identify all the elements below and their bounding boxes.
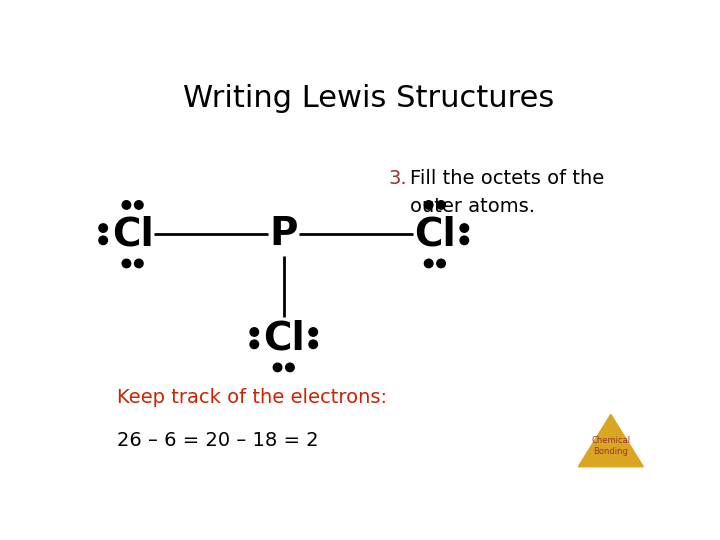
Circle shape [122, 201, 131, 209]
Circle shape [309, 328, 318, 336]
Text: Keep track of the electrons:: Keep track of the electrons: [117, 388, 387, 407]
Text: 26 – 6 = 20 – 18 = 2: 26 – 6 = 20 – 18 = 2 [117, 430, 319, 449]
Circle shape [424, 201, 433, 209]
Circle shape [286, 363, 294, 372]
Text: Cl: Cl [414, 215, 456, 253]
Circle shape [460, 236, 469, 245]
Circle shape [99, 236, 107, 245]
Text: Cl: Cl [263, 319, 305, 357]
Circle shape [135, 201, 143, 209]
Text: Writing Lewis Structures: Writing Lewis Structures [184, 84, 554, 113]
Circle shape [250, 328, 258, 336]
Text: Fill the octets of the
outer atoms.: Fill the octets of the outer atoms. [410, 169, 604, 216]
Circle shape [437, 201, 446, 209]
Circle shape [135, 259, 143, 268]
Circle shape [309, 340, 318, 348]
Circle shape [99, 224, 107, 232]
Circle shape [424, 259, 433, 268]
Circle shape [437, 259, 446, 268]
Circle shape [274, 363, 282, 372]
Circle shape [250, 340, 258, 348]
Circle shape [122, 259, 131, 268]
Text: Chemical
Bonding: Chemical Bonding [591, 436, 631, 456]
Text: P: P [269, 215, 298, 253]
Text: 3.: 3. [388, 169, 407, 188]
Polygon shape [578, 414, 644, 467]
Text: Cl: Cl [112, 215, 153, 253]
Circle shape [460, 224, 469, 232]
